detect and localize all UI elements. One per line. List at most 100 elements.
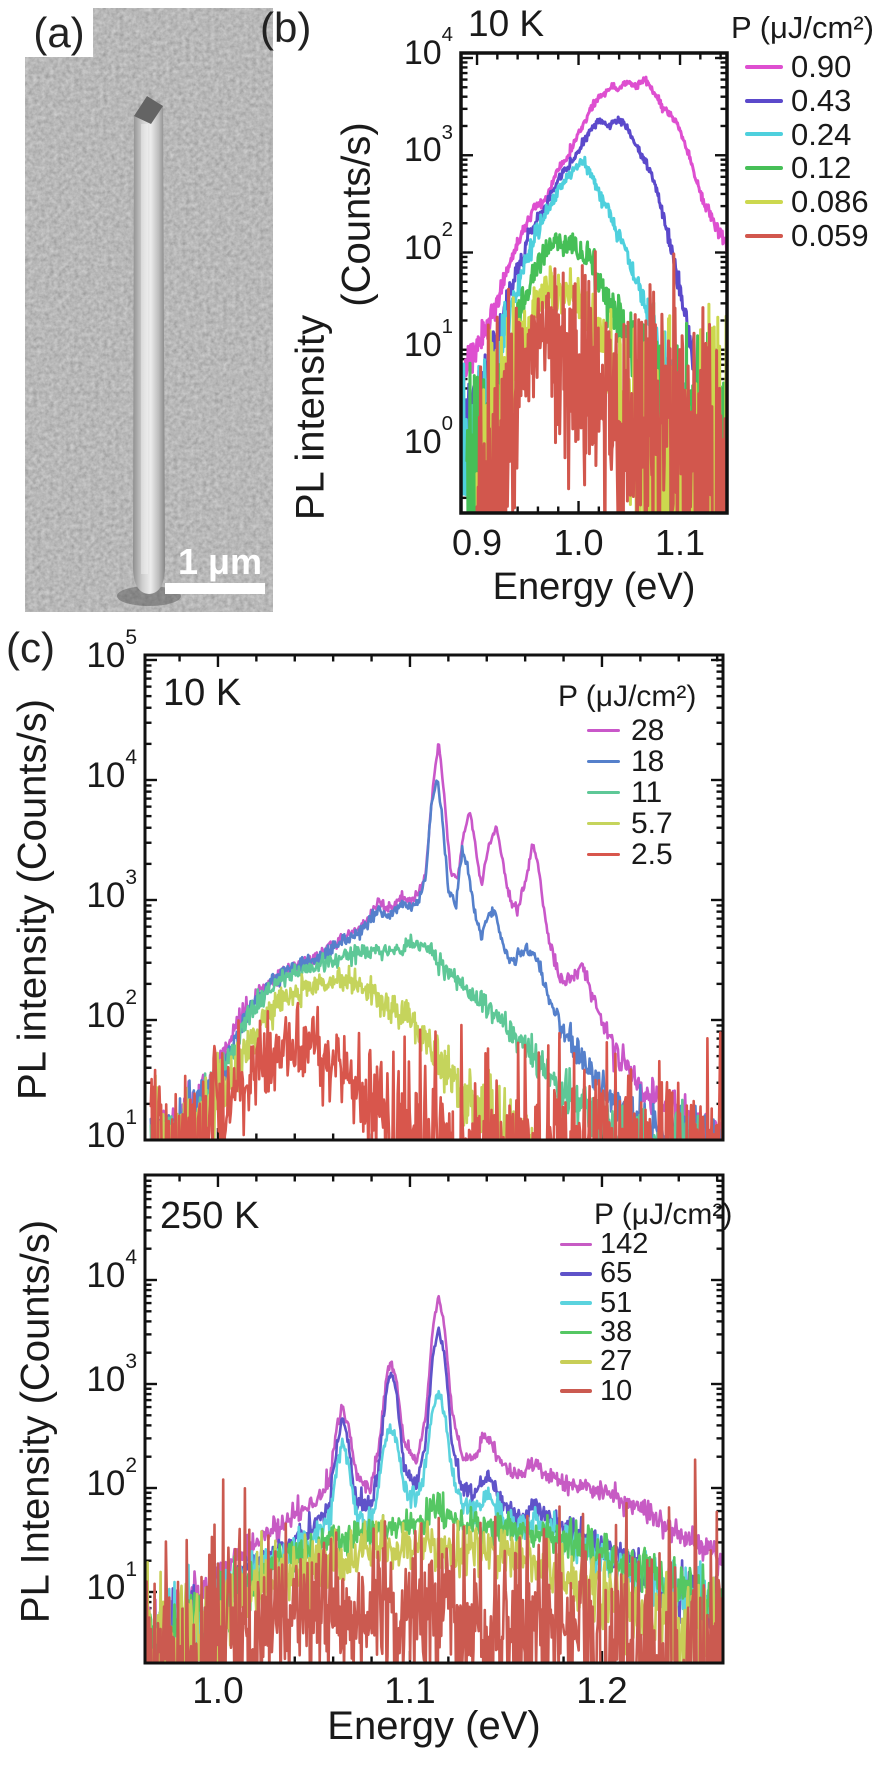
scale-bar — [165, 583, 265, 594]
chart-ct-legend: 28 18 11 5.7 2.5 — [587, 713, 673, 871]
legend-line-swatch — [587, 728, 620, 733]
legend-item-label: 5.7 — [631, 806, 673, 840]
y-tick-label-1e2: 102 — [403, 218, 453, 267]
series-line-28 — [149, 743, 722, 1139]
legend-line-swatch — [560, 1242, 592, 1247]
legend-line-swatch — [745, 233, 783, 238]
legend-line-swatch — [745, 166, 783, 171]
chart-cb-legend: 142 65 51 38 27 10 — [560, 1228, 649, 1407]
x-tick-label-1.1: 1.1 — [655, 522, 706, 563]
panel-a-label: (a) — [33, 8, 85, 56]
legend-item-label: 0.12 — [791, 150, 852, 186]
legend-item-label: 11 — [631, 775, 663, 809]
chart-b-plot-area — [459, 51, 729, 515]
legend-item-label: 0.059 — [791, 217, 869, 253]
legend-item-label: 10 — [600, 1374, 633, 1407]
nanowire-highlight — [141, 124, 148, 574]
legend-item-label: 38 — [600, 1316, 633, 1349]
legend-item-38: 38 — [560, 1316, 648, 1349]
x-tick-label-1.0: 1.0 — [192, 1670, 244, 1711]
chart-ct-canvas — [143, 653, 725, 1142]
legend-line-swatch — [560, 1360, 592, 1364]
panel-b-label: (b) — [260, 4, 312, 51]
legend-line-swatch — [587, 759, 620, 764]
panel-a-label-box: (a) — [25, 8, 93, 57]
legend-item-label: 0.24 — [791, 116, 852, 152]
legend-item-label: 65 — [600, 1257, 633, 1290]
legend-item-label: 0.90 — [791, 48, 852, 84]
sem-image-panel: (a) 1 μm — [25, 8, 273, 612]
legend-line-swatch — [560, 1330, 592, 1335]
legend-item-0.059: 0.059 — [745, 217, 869, 253]
legend-item-label: 2.5 — [631, 837, 673, 871]
nanowire-tip-facet — [134, 96, 163, 124]
y-tick-label-1e4: 104 — [86, 745, 137, 795]
nanowire — [133, 96, 165, 594]
y-tick-label-1e4: 104 — [403, 24, 453, 72]
chart-b-canvas — [459, 51, 729, 515]
series-line-0.059 — [475, 250, 726, 512]
y-tick-label-1e4: 104 — [86, 1245, 137, 1295]
chart-b-legend-title: P (μJ/cm²) — [731, 10, 874, 45]
chart-b-xlabel: Energy (eV) — [492, 566, 696, 608]
series-line-11 — [149, 933, 700, 1139]
series-line-0.90 — [462, 75, 726, 404]
y-tick-label-1e3: 103 — [403, 121, 453, 170]
x-tick-label-1.2: 1.2 — [576, 1670, 628, 1711]
legend-line-swatch — [745, 64, 783, 69]
legend-line-swatch — [745, 200, 783, 205]
plot-frame — [143, 653, 725, 1142]
legend-item-label: 142 — [600, 1228, 649, 1261]
y-tick-label-1e1: 101 — [403, 316, 453, 364]
legend-item-label: 0.43 — [791, 82, 852, 118]
y-tick-label-1e1: 101 — [86, 1105, 137, 1155]
series-line-10 — [146, 1458, 722, 1662]
scale-bar-text: 1 μm — [177, 541, 263, 582]
plot-frame — [459, 51, 729, 515]
legend-item-11: 11 — [587, 775, 673, 809]
chart-b-title: 10 K — [468, 3, 545, 44]
y-tick-label-1e1: 101 — [86, 1557, 137, 1607]
chart-cb-plot-area — [143, 1173, 725, 1665]
y-tick-label-1e3: 103 — [86, 865, 137, 915]
y-tick-label-1e3: 103 — [86, 1349, 137, 1399]
legend-item-65: 65 — [560, 1257, 648, 1290]
legend-item-2.5: 2.5 — [587, 837, 673, 871]
legend-item-51: 51 — [560, 1286, 648, 1319]
legend-item-0.12: 0.12 — [745, 150, 869, 186]
legend-line-swatch — [745, 98, 783, 103]
chart-c-xlabel: Energy (eV) — [327, 1704, 541, 1748]
chart-cbottom-title: 250 K — [160, 1195, 260, 1237]
x-tick-label-0.9: 0.9 — [452, 522, 503, 563]
chart-ct-plot-area — [143, 653, 725, 1142]
chart-b-ylabel-line1: PL intensity — [288, 314, 333, 521]
legend-item-0.90: 0.90 — [745, 48, 869, 84]
sem-image — [25, 8, 273, 612]
legend-item-label: 28 — [631, 713, 665, 747]
legend-item-0.086: 0.086 — [745, 184, 869, 220]
legend-item-27: 27 — [560, 1345, 648, 1378]
legend-line-swatch — [587, 852, 620, 857]
legend-item-28: 28 — [587, 713, 673, 747]
legend-line-swatch — [560, 1389, 592, 1393]
x-tick-label-1.0: 1.0 — [553, 522, 604, 563]
legend-line-swatch — [560, 1272, 592, 1276]
panel-c-label: (c) — [6, 624, 55, 671]
legend-item-label: 18 — [631, 744, 665, 778]
legend-line-swatch — [587, 821, 620, 826]
chart-ctop-title: 10 K — [163, 672, 242, 714]
legend-item-label: 51 — [600, 1286, 633, 1319]
legend-item-5.7: 5.7 — [587, 806, 673, 840]
legend-line-swatch — [745, 132, 783, 137]
chart-b-legend: 0.90 0.43 0.24 0.12 0.086 0.059 — [745, 48, 869, 253]
legend-item-label: 0.086 — [791, 184, 869, 220]
y-tick-label-1e5: 105 — [86, 625, 137, 675]
chart-ctop-legend-title: P (μJ/cm²) — [558, 680, 697, 713]
legend-item-label: 27 — [600, 1345, 633, 1378]
chart-cbottom-legend-title: P (μJ/cm²) — [594, 1198, 733, 1231]
legend-line-swatch — [560, 1301, 592, 1305]
legend-item-142: 142 — [560, 1228, 649, 1261]
legend-item-0.43: 0.43 — [745, 82, 869, 118]
legend-item-10: 10 — [560, 1374, 648, 1407]
